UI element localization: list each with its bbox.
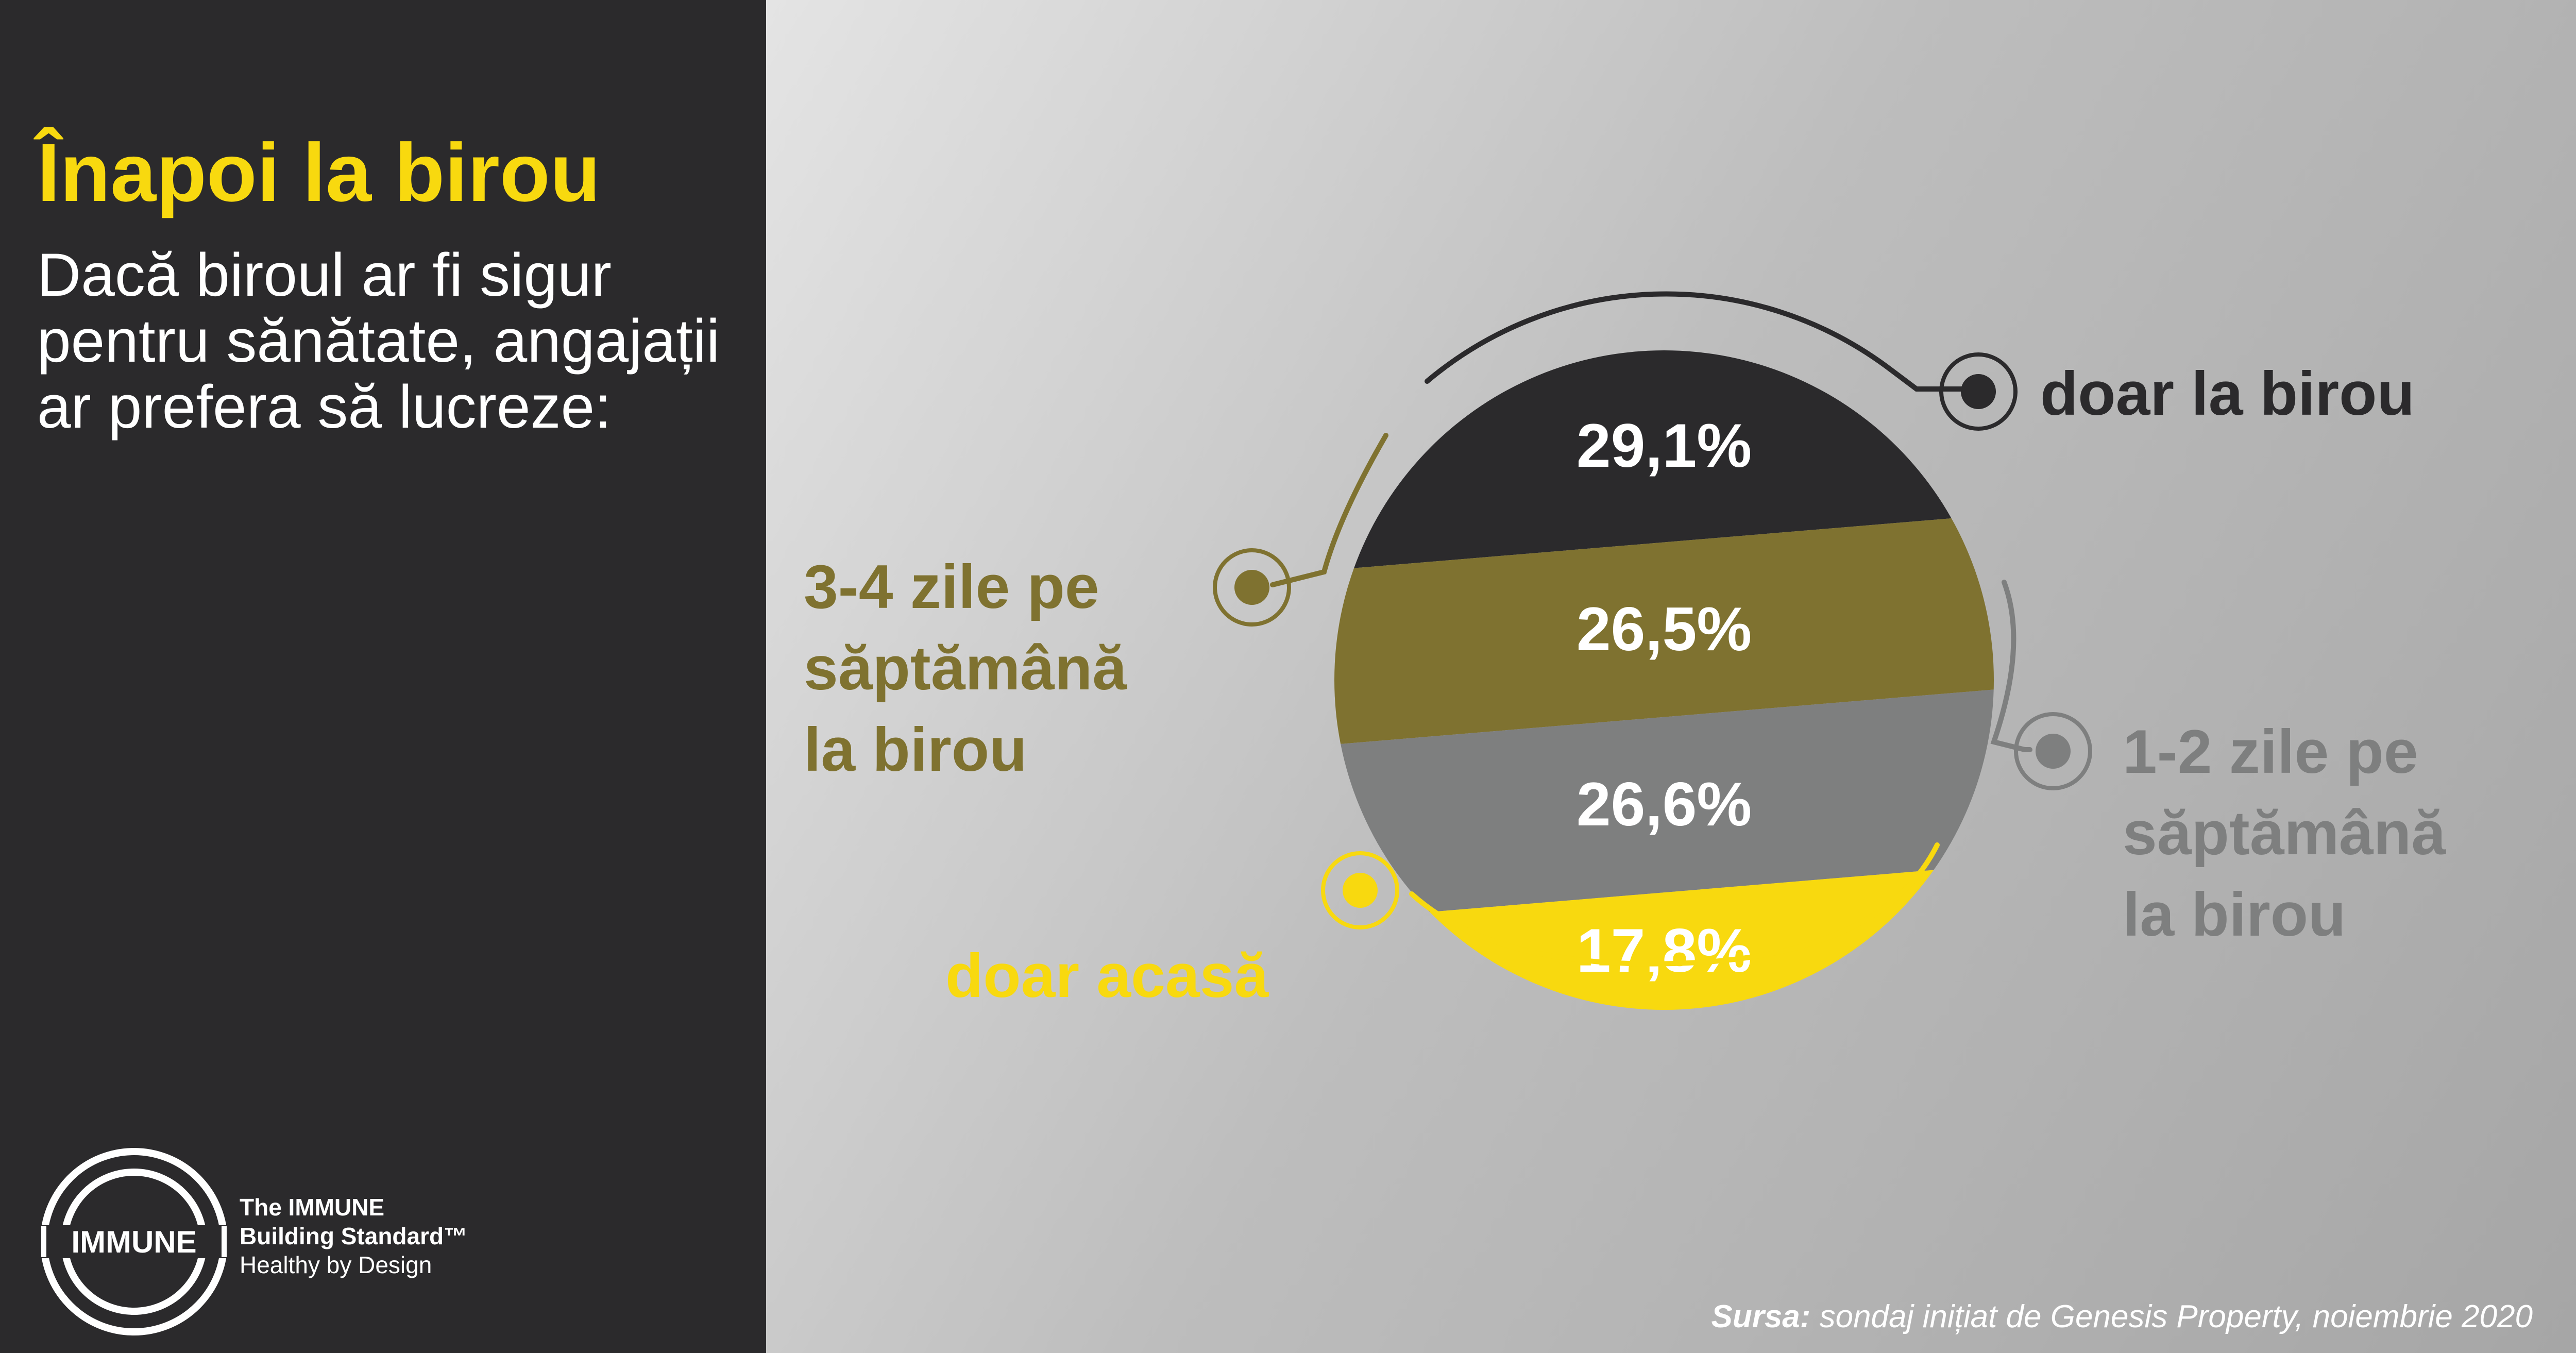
- marker-1: [1939, 352, 2018, 431]
- value-label-2: 26,5%: [1577, 595, 1752, 664]
- pie-slice-4: [1334, 864, 1994, 1010]
- value-label-3: 26,6%: [1577, 770, 1752, 839]
- logo-caption: The IMMUNE Building Standard™ Healthy by…: [240, 1193, 467, 1279]
- source-note: Sursa: sondaj inițiat de Genesis Propert…: [1711, 1298, 2533, 1335]
- value-label-4: 17,8%: [1577, 916, 1752, 985]
- logo-line-3: Healthy by Design: [240, 1251, 432, 1278]
- leader-line-2: [1270, 433, 1388, 587]
- leader-line-3: [1990, 580, 2032, 752]
- marker-4: [1321, 851, 1399, 929]
- immune-logo: IMMUNE: [36, 1148, 232, 1335]
- marker-2: [1213, 548, 1291, 627]
- legend-label-2: 3-4 zile pe săptămână la birou: [804, 552, 1127, 784]
- legend-label-1: doar la birou: [2040, 359, 2415, 428]
- legend-label-3: 1-2 zile pe săptămână la birou: [2123, 717, 2446, 949]
- source-text: sondaj inițiat de Genesis Property, noie…: [1819, 1299, 2533, 1334]
- pie-slice-3: [1334, 688, 1994, 921]
- leader-line-1: [1425, 291, 1968, 392]
- page-title: Înapoi la birou: [37, 126, 601, 218]
- page-subtitle: Dacă biroul ar fi sigur pentru sănătate,…: [37, 241, 720, 441]
- legend-label-4: doar acasă: [945, 941, 1269, 1010]
- marker-3: [2014, 712, 2092, 790]
- left-panel: Înapoi la birou Dacă biroul ar fi sigur …: [0, 0, 766, 1353]
- logo-line-1: The IMMUNE: [240, 1194, 385, 1221]
- value-label-1: 29,1%: [1577, 411, 1752, 480]
- pie-slice-2: [1334, 514, 1994, 746]
- logo-line-2: Building Standard™: [240, 1223, 468, 1249]
- source-label: Sursa:: [1711, 1299, 1811, 1334]
- leader-line-4: [1409, 842, 1940, 967]
- logo-badge-text: IMMUNE: [71, 1225, 196, 1259]
